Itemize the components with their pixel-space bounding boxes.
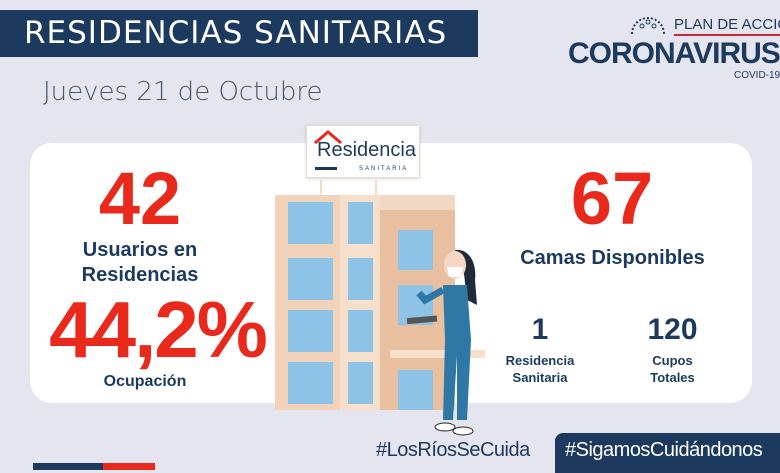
ocupacion-value: 44,2% xyxy=(49,285,268,374)
nurse-illustration xyxy=(406,249,477,436)
residencias-value: 1 xyxy=(531,313,549,346)
usuarios-value: 42 xyxy=(98,157,182,240)
building-illustration xyxy=(275,180,485,410)
virus-icon xyxy=(631,17,665,34)
cupos-label-line1: Cupos xyxy=(652,353,693,368)
residencias-label-line1: Residencia xyxy=(505,353,575,368)
usuarios-label-line1: Usuarios en xyxy=(82,239,198,261)
flag-stripe-red xyxy=(103,463,155,470)
coronavirus-plan-logo: PLAN DE ACCIÓN CORONAVIRUS COVID-19 xyxy=(566,8,780,81)
date-label: Jueves 21 de Octubre xyxy=(43,77,323,107)
sign-title: Residencia xyxy=(317,139,416,161)
cupos-label-line2: Totales xyxy=(650,370,695,385)
cupos-label: Cupos Totales xyxy=(630,352,715,386)
page-title: RESIDENCIAS SANITARIAS xyxy=(0,10,478,57)
hashtag-los-rios: #LosRíosSeCuida xyxy=(376,439,530,461)
camas-label: Camas Disponibles xyxy=(520,247,705,269)
residencias-label-line2: Sanitaria xyxy=(512,370,568,385)
sign-subtitle: SANITARIA xyxy=(359,166,409,172)
residencias-label: Residencia Sanitaria xyxy=(495,352,585,386)
sign-underline xyxy=(315,167,337,170)
residencia-sign: Residencia SANITARIA xyxy=(306,125,420,178)
camas-value: 67 xyxy=(570,157,654,240)
logo-covid-text: COVID-19 xyxy=(734,70,780,81)
usuarios-label-line2: Residencias xyxy=(81,264,199,286)
hashtag-sigamos: #SigamosCuidándonos xyxy=(555,433,780,473)
logo-plan-text: PLAN DE ACCIÓN xyxy=(674,16,780,36)
roof-icon xyxy=(314,130,342,144)
cupos-value: 120 xyxy=(647,313,698,346)
flag-stripe-navy xyxy=(33,463,103,470)
ocupacion-label: Ocupación xyxy=(103,373,187,390)
logo-coronavirus-text: CORONAVIRUS xyxy=(568,37,780,70)
usuarios-label: Usuarios en Residencias xyxy=(55,238,225,288)
